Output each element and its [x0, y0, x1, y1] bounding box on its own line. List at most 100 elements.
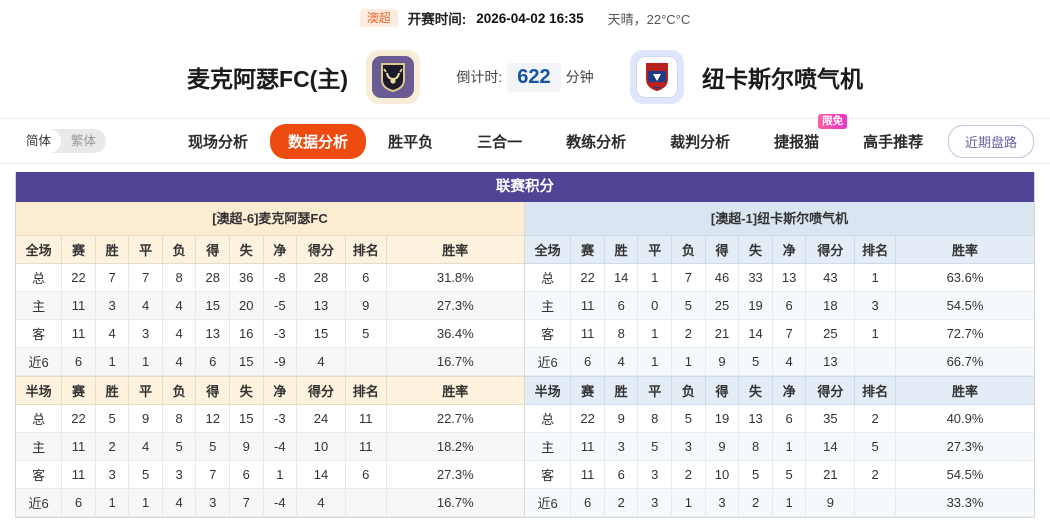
away-half-time-table: 半场 赛 胜 平 负 得 失 净 得分 排名 胜率 总 22 9 8 [525, 376, 1034, 517]
cell-winrate: 63.6% [895, 263, 1034, 292]
cell-points: 35 [805, 404, 856, 433]
table-row: 客 11 6 3 2 10 5 5 21 2 54.5% [525, 460, 1034, 489]
tab-data-analysis[interactable]: 数据分析 [270, 123, 367, 159]
cell-against: 8 [738, 432, 773, 461]
standings-split: [澳超-6]麦克阿瑟FC 全场 赛 胜 平 负 得 失 净 得分 排名 胜率 总 [16, 202, 1034, 517]
cell-draw: 1 [637, 319, 673, 348]
league-standings-panel: 联赛积分 [澳超-6]麦克阿瑟FC 全场 赛 胜 平 负 得 失 净 得分 排名… [15, 172, 1035, 518]
cell-draw: 1 [128, 347, 163, 376]
col-winrate: 胜率 [895, 235, 1034, 264]
cell-against: 15 [228, 404, 264, 433]
cell-diff: -3 [262, 404, 298, 433]
lang-traditional-option[interactable]: 繁体 [71, 133, 97, 148]
cell-rank: 11 [344, 432, 387, 461]
col-for: 得 [195, 235, 230, 264]
cell-played: 11 [570, 319, 605, 348]
col-winrate: 胜率 [895, 376, 1034, 405]
cell-draw: 0 [637, 291, 673, 320]
table-row: 主 11 3 4 4 15 20 -5 13 9 27.3% [16, 291, 526, 320]
cell-win: 6 [603, 291, 639, 320]
cell-played: 11 [61, 432, 96, 461]
tab-referee-analysis[interactable]: 裁判分析 [670, 133, 731, 151]
cell-draw: 7 [128, 263, 163, 292]
kickoff-label: 开赛时间: [407, 12, 467, 27]
row-label: 客 [16, 460, 63, 489]
recent-odds-button[interactable]: 近期盘路 [947, 124, 1034, 158]
col-played: 赛 [570, 235, 605, 264]
away-full-time-table: 全场 赛 胜 平 负 得 失 净 得分 排名 胜率 总 22 14 1 [525, 235, 1034, 376]
cell-winrate: 33.3% [895, 488, 1034, 517]
cell-played: 6 [570, 347, 605, 376]
cell-played: 6 [61, 488, 96, 517]
col-lose: 负 [161, 235, 197, 264]
cell-points: 14 [805, 432, 856, 461]
cell-for: 28 [195, 263, 230, 292]
cell-against: 14 [738, 319, 773, 348]
cell-against: 2 [738, 488, 773, 517]
cell-against: 15 [228, 347, 264, 376]
cell-winrate: 18.2% [385, 432, 526, 461]
cell-lose: 5 [671, 404, 706, 433]
cell-points: 15 [296, 319, 346, 348]
cell-against: 16 [228, 319, 264, 348]
tab-coach-analysis[interactable]: 教练分析 [566, 133, 627, 151]
cell-points: 10 [296, 432, 346, 461]
tab-expert-picks[interactable]: 高手推荐 [863, 133, 924, 151]
col-points: 得分 [805, 235, 856, 264]
cell-winrate: 40.9% [895, 404, 1034, 433]
cell-diff: -4 [262, 488, 298, 517]
col-winrate: 胜率 [385, 235, 526, 264]
cell-win: 7 [94, 263, 130, 292]
cell-rank [344, 488, 387, 517]
col-against: 失 [228, 235, 264, 264]
cell-lose: 1 [671, 347, 706, 376]
cell-played: 11 [570, 460, 605, 489]
cell-for: 46 [704, 263, 740, 292]
cell-win: 4 [94, 319, 130, 348]
cell-win: 3 [94, 460, 130, 489]
cell-for: 19 [704, 404, 740, 433]
row-label: 总 [525, 404, 572, 433]
table-row: 主 11 2 4 5 5 9 -4 10 11 18.2% [16, 432, 526, 461]
cell-winrate: 54.5% [895, 291, 1034, 320]
newcastle-jets-crest-icon [630, 50, 684, 104]
col-played: 赛 [61, 235, 96, 264]
tab-win-draw-lose[interactable]: 胜平负 [388, 133, 434, 151]
analysis-navbar: 简体 繁体 现场分析 数据分析 胜平负 三合一 教练分析 裁判分析 捷报猫 限免… [0, 113, 1050, 164]
cell-diff: 13 [771, 263, 807, 292]
home-team-name: 麦克阿瑟FC(主) [187, 66, 348, 92]
cell-rank [854, 488, 897, 517]
col-scope: 全场 [525, 235, 572, 264]
cell-win: 4 [603, 347, 639, 376]
cell-winrate: 16.7% [385, 347, 526, 376]
tab-three-in-one[interactable]: 三合一 [477, 133, 523, 151]
table-header-row: 半场 赛 胜 平 负 得 失 净 得分 排名 胜率 [16, 376, 526, 405]
cell-against: 13 [738, 404, 773, 433]
cell-for: 6 [195, 347, 230, 376]
away-team-name: 纽卡斯尔喷气机 [702, 66, 863, 92]
row-label: 客 [525, 319, 572, 348]
cell-diff: 1 [771, 432, 807, 461]
tab-live-analysis[interactable]: 现场分析 [188, 133, 249, 151]
cell-points: 9 [805, 488, 856, 517]
tab-jiebao-cat[interactable]: 捷报猫 限免 [752, 113, 848, 158]
away-team-block[interactable]: 纽卡斯尔喷气机 [630, 50, 1010, 104]
cell-winrate: 36.4% [385, 319, 526, 348]
language-toggle[interactable]: 简体 繁体 [16, 128, 107, 154]
table-row: 总 22 9 8 5 19 13 6 35 2 40.9% [525, 404, 1034, 433]
cell-for: 9 [704, 347, 740, 376]
home-team-block[interactable]: 麦克阿瑟FC(主) [40, 50, 420, 104]
teams-header: 麦克阿瑟FC(主) 倒计时: 622 分钟 [0, 36, 1050, 118]
cell-for: 25 [704, 291, 740, 320]
tab-jiebao-cat-label: 捷报猫 [774, 133, 820, 151]
lang-simplified-option[interactable]: 简体 [16, 128, 62, 154]
free-limited-badge: 限免 [818, 113, 848, 130]
col-diff: 净 [771, 376, 807, 405]
cell-lose: 4 [161, 291, 197, 320]
cell-draw: 5 [637, 432, 673, 461]
cell-points: 4 [296, 488, 346, 517]
cell-for: 9 [704, 432, 740, 461]
cell-for: 3 [195, 488, 230, 517]
row-label: 近6 [16, 488, 63, 517]
col-points: 得分 [805, 376, 856, 405]
